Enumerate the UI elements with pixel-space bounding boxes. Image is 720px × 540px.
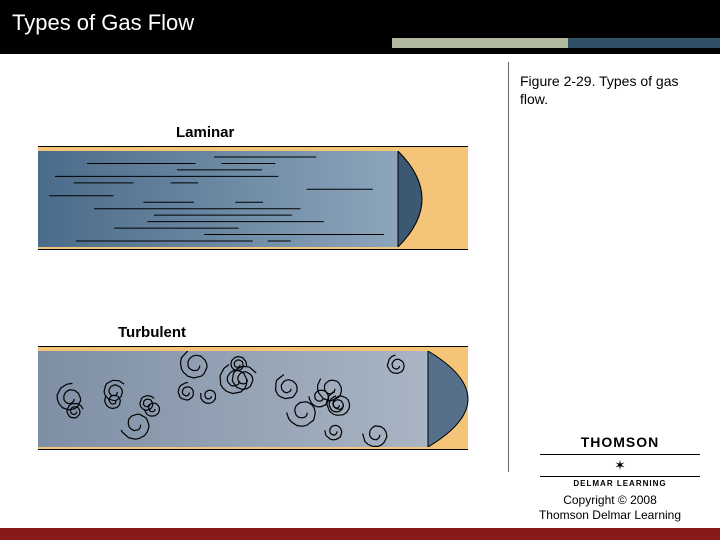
copyright-text: Copyright © 2008 Thomson Delmar Learning xyxy=(520,493,700,522)
accent-right xyxy=(568,38,720,48)
vertical-divider xyxy=(508,62,509,472)
header-accent xyxy=(392,38,720,48)
laminar-label: Laminar xyxy=(176,124,234,141)
logo-rule-bottom xyxy=(540,476,700,477)
footer-bar xyxy=(0,528,720,540)
slide-header: Types of Gas Flow xyxy=(0,0,720,54)
logo-sub: DELMAR LEARNING xyxy=(540,479,700,488)
laminar-pipe xyxy=(38,146,468,250)
turbulent-label: Turbulent xyxy=(118,324,186,341)
diagram-area: Laminar Turbulent xyxy=(38,100,478,460)
slide-title: Types of Gas Flow xyxy=(12,10,194,36)
logo-brand: THOMSON xyxy=(581,434,660,450)
turbulent-flow-svg xyxy=(38,351,472,447)
laminar-gas xyxy=(38,151,398,247)
publisher-logo: THOMSON ✶ DELMAR LEARNING xyxy=(540,434,700,488)
accent-left xyxy=(392,38,568,48)
logo-rule-top xyxy=(540,454,700,455)
laminar-flow-svg xyxy=(38,151,446,247)
turbulent-gas xyxy=(38,351,428,447)
figure-caption: Figure 2-29. Types of gas flow. xyxy=(520,72,700,108)
turbulent-pipe xyxy=(38,346,468,450)
copyright-line2: Thomson Delmar Learning xyxy=(539,508,681,522)
logo-star-icon: ✶ xyxy=(540,457,700,474)
copyright-line1: Copyright © 2008 xyxy=(563,493,657,507)
